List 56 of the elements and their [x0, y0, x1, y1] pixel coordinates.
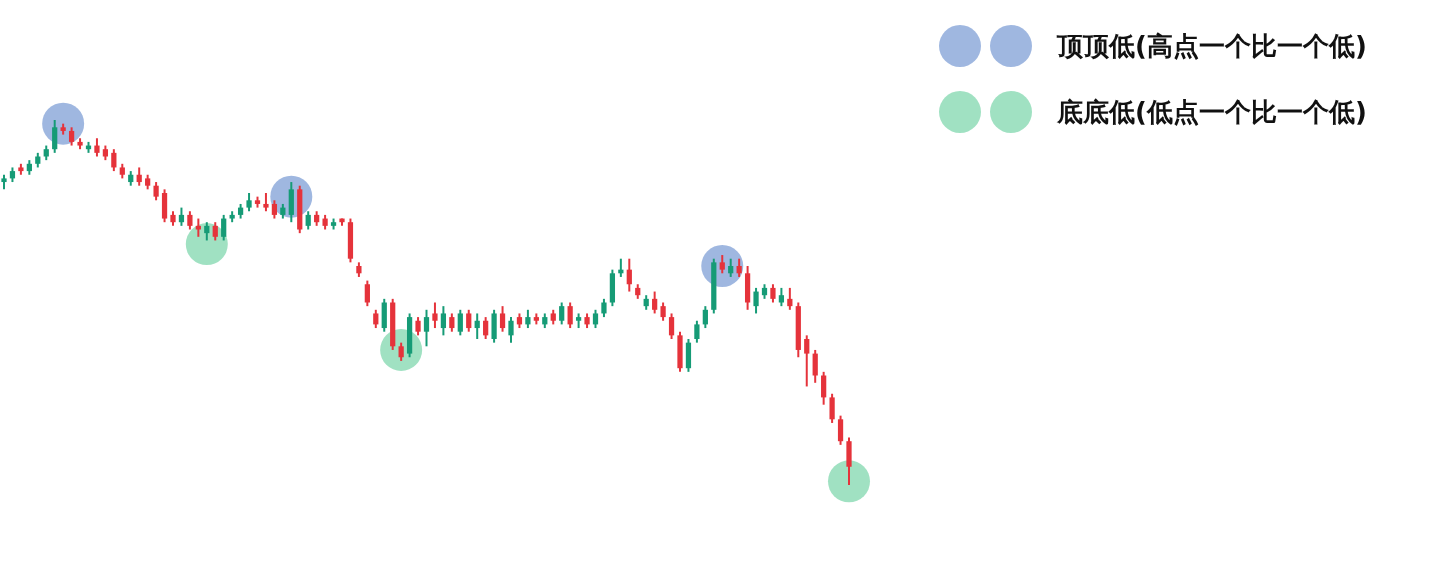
candlestick: [178, 206, 185, 227]
candlestick: [694, 319, 700, 344]
candlestick: [187, 210, 193, 231]
candlestick: [221, 213, 227, 242]
point: [828, 460, 870, 503]
candlestick: [415, 316, 421, 337]
candlestick: [305, 210, 311, 231]
candlestick: [94, 137, 100, 158]
candlestick: [271, 199, 278, 220]
candlestick: [821, 370, 827, 406]
candlestick: [212, 221, 218, 242]
candlestick: [837, 414, 844, 446]
candlestick: [753, 286, 759, 315]
candlestick: [804, 334, 810, 388]
candlestick: [68, 126, 75, 147]
candlestick: [660, 301, 666, 322]
candlestick: [652, 290, 658, 315]
candlestick: [778, 286, 785, 308]
candlestick: [728, 257, 734, 278]
candlestick: [770, 283, 776, 304]
candlestick: [474, 312, 480, 340]
candlestick: [153, 181, 159, 202]
candlestick: [52, 119, 58, 154]
candlestick: [508, 316, 514, 344]
candlestick: [423, 308, 430, 348]
candlestick: [525, 308, 531, 330]
candlestick: [457, 308, 463, 337]
candlestick: [829, 392, 835, 424]
legend-label: 顶顶低(高点一个比一个低): [1056, 31, 1367, 61]
candlestick: [719, 254, 725, 275]
candlestick: [736, 257, 742, 278]
candlestick: [668, 312, 675, 340]
candlestick: [499, 305, 506, 333]
candlestick: [812, 348, 818, 384]
candlestick: [111, 148, 117, 173]
candlestick: [204, 221, 210, 242]
candlestick: [440, 305, 447, 337]
candlestick: [373, 308, 379, 330]
candlestick: [246, 192, 252, 213]
candlestick: [483, 316, 489, 340]
candlestick: [195, 217, 201, 238]
candlestick: [364, 279, 370, 308]
candlestick: [787, 286, 793, 311]
candlestick: [398, 341, 404, 362]
candlestick: [136, 166, 142, 187]
candlestick: [626, 257, 632, 293]
candlestick: [592, 308, 599, 330]
legend-label: 底底低(低点一个比一个低): [1056, 97, 1367, 127]
candlestick: [466, 308, 472, 333]
candlestick: [601, 297, 607, 319]
candlestick: [702, 305, 708, 330]
candlestick: [567, 301, 573, 330]
candlestick: [559, 301, 565, 326]
candlestick: [263, 192, 269, 213]
candlestick: [432, 301, 438, 330]
candlestick: [449, 312, 455, 333]
